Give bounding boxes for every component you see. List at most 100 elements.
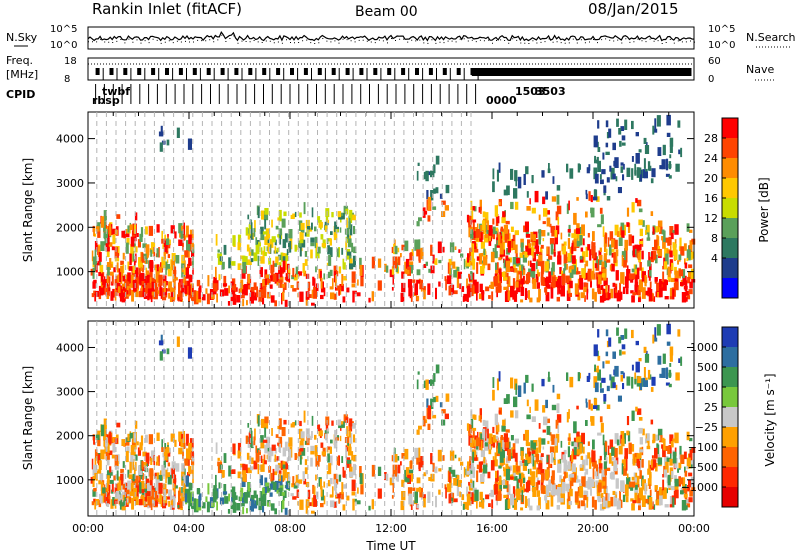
heatmap-cell bbox=[662, 239, 666, 249]
heatmap-cell bbox=[668, 175, 672, 179]
heatmap-cell bbox=[484, 442, 488, 447]
heatmap-cell bbox=[576, 271, 581, 275]
heatmap-cell bbox=[168, 489, 172, 500]
heatmap-cell bbox=[574, 447, 577, 456]
heatmap-cell bbox=[536, 297, 541, 303]
heatmap-cell bbox=[510, 201, 514, 210]
heatmap-cell bbox=[432, 414, 437, 419]
heatmap-cell bbox=[140, 494, 143, 501]
heatmap-cell bbox=[605, 329, 609, 337]
heatmap-cell bbox=[499, 254, 503, 260]
heatmap-cell bbox=[106, 262, 111, 270]
heatmap-cell bbox=[284, 507, 288, 515]
heatmap-cell bbox=[552, 176, 555, 184]
heatmap-cell bbox=[690, 464, 693, 469]
heatmap-cell bbox=[545, 500, 550, 510]
heatmap-cell bbox=[132, 473, 135, 482]
heatmap-cell bbox=[634, 372, 637, 383]
heatmap-cell bbox=[597, 432, 602, 436]
colorbar-frame bbox=[721, 326, 739, 508]
heatmap-cell bbox=[656, 292, 661, 298]
heatmap-cell bbox=[430, 379, 435, 386]
heatmap-cell bbox=[163, 448, 168, 461]
heatmap-cell bbox=[416, 457, 421, 465]
heatmap-cell bbox=[496, 437, 499, 449]
heatmap-cell bbox=[468, 481, 470, 486]
heatmap-cell bbox=[106, 455, 110, 466]
heatmap-cell bbox=[616, 292, 621, 302]
heatmap-cell bbox=[161, 464, 166, 477]
heatmap-cell bbox=[554, 489, 558, 496]
heatmap-cell bbox=[478, 501, 482, 508]
heatmap-cell bbox=[339, 284, 344, 292]
heatmap-cell bbox=[313, 495, 317, 507]
heatmap-cell bbox=[134, 454, 138, 461]
heatmap-cell bbox=[514, 230, 519, 236]
heatmap-cell bbox=[345, 208, 349, 215]
heatmap-cell bbox=[628, 442, 632, 455]
heatmap-cell bbox=[626, 376, 631, 386]
heatmap-cell bbox=[607, 493, 610, 500]
heatmap-cell bbox=[662, 144, 666, 156]
heatmap-cell bbox=[311, 415, 314, 426]
heatmap-cell bbox=[557, 463, 562, 473]
heatmap-cell bbox=[389, 269, 394, 278]
heatmap-cell bbox=[599, 247, 602, 252]
heatmap-cell bbox=[556, 185, 561, 191]
heatmap-cell bbox=[478, 415, 481, 422]
heatmap-cell bbox=[267, 451, 271, 462]
heatmap-cell bbox=[94, 233, 97, 237]
heatmap-cell bbox=[507, 449, 511, 461]
heatmap-cell bbox=[658, 227, 661, 233]
heatmap-cell bbox=[281, 501, 283, 513]
heatmap-cell bbox=[384, 472, 387, 481]
heatmap-cell bbox=[630, 279, 634, 283]
heatmap-cell bbox=[627, 222, 631, 233]
heatmap-cell bbox=[479, 283, 483, 293]
y-tick-label: 4000 bbox=[56, 341, 84, 354]
heatmap-cell bbox=[619, 499, 623, 508]
heatmap-cell bbox=[274, 246, 277, 254]
heatmap-cell bbox=[145, 478, 149, 484]
heatmap-cell bbox=[667, 474, 671, 486]
heatmap-cell bbox=[449, 492, 455, 502]
heatmap-cell bbox=[631, 364, 634, 371]
heatmap-cell bbox=[528, 290, 530, 300]
heatmap-cell bbox=[638, 505, 641, 511]
heatmap-cell bbox=[127, 272, 131, 285]
heatmap-cell bbox=[538, 254, 543, 262]
heatmap-cell bbox=[279, 484, 284, 491]
heatmap-cell bbox=[479, 408, 482, 419]
heatmap-cell bbox=[594, 364, 596, 372]
heatmap-cell bbox=[188, 234, 192, 244]
heatmap-cell bbox=[615, 384, 618, 390]
heatmap-cell bbox=[337, 211, 342, 218]
heatmap-cell bbox=[451, 469, 456, 477]
heatmap-cell bbox=[333, 229, 338, 241]
heatmap-cell bbox=[571, 242, 574, 252]
heatmap-cell bbox=[141, 252, 144, 261]
heatmap-cell bbox=[430, 244, 433, 256]
heatmap-cell bbox=[587, 452, 591, 459]
heatmap-cell bbox=[178, 282, 181, 293]
heatmap-cell bbox=[502, 419, 506, 428]
heatmap-cell bbox=[540, 469, 545, 475]
heatmap-cell bbox=[237, 242, 242, 251]
heatmap-cell bbox=[176, 336, 180, 347]
heatmap-cell bbox=[483, 456, 486, 464]
heatmap-cell bbox=[240, 487, 244, 498]
heatmap-cell bbox=[508, 233, 511, 243]
heatmap-cell bbox=[514, 244, 518, 254]
heatmap-cell bbox=[158, 474, 163, 481]
heatmap-cell bbox=[100, 241, 105, 251]
heatmap-cell bbox=[377, 258, 382, 268]
heatmap-cell bbox=[621, 459, 627, 466]
heatmap-cell bbox=[109, 479, 114, 484]
heatmap-cell bbox=[310, 457, 313, 467]
heatmap-cell bbox=[506, 468, 510, 481]
heatmap-cell bbox=[609, 472, 612, 479]
heatmap-cell bbox=[635, 264, 638, 270]
heatmap-cell bbox=[159, 142, 163, 152]
heatmap-cell bbox=[244, 464, 248, 474]
heatmap-cell bbox=[582, 446, 585, 454]
